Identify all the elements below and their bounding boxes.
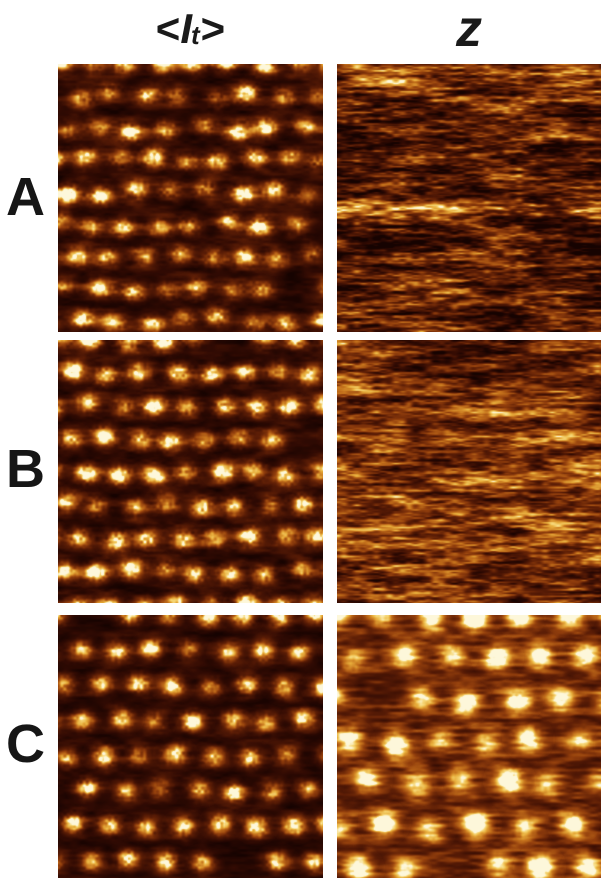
stm-image-c-current (58, 615, 323, 878)
stm-image-a-current (58, 64, 323, 332)
stm-image-c-height (337, 615, 601, 878)
row-label-a: A (6, 167, 45, 227)
header-z-symbol: z (456, 0, 482, 58)
header-angle-open: < (155, 5, 181, 52)
stm-image-a-height (337, 64, 601, 332)
column-header-height: z (337, 0, 601, 64)
row-label-b: B (6, 439, 45, 499)
stm-image-b-current (58, 340, 323, 603)
header-current-symbol: I (180, 5, 192, 52)
row-label-c: C (6, 714, 45, 774)
stm-image-b-height (337, 340, 601, 603)
header-angle-close: > (200, 5, 226, 52)
